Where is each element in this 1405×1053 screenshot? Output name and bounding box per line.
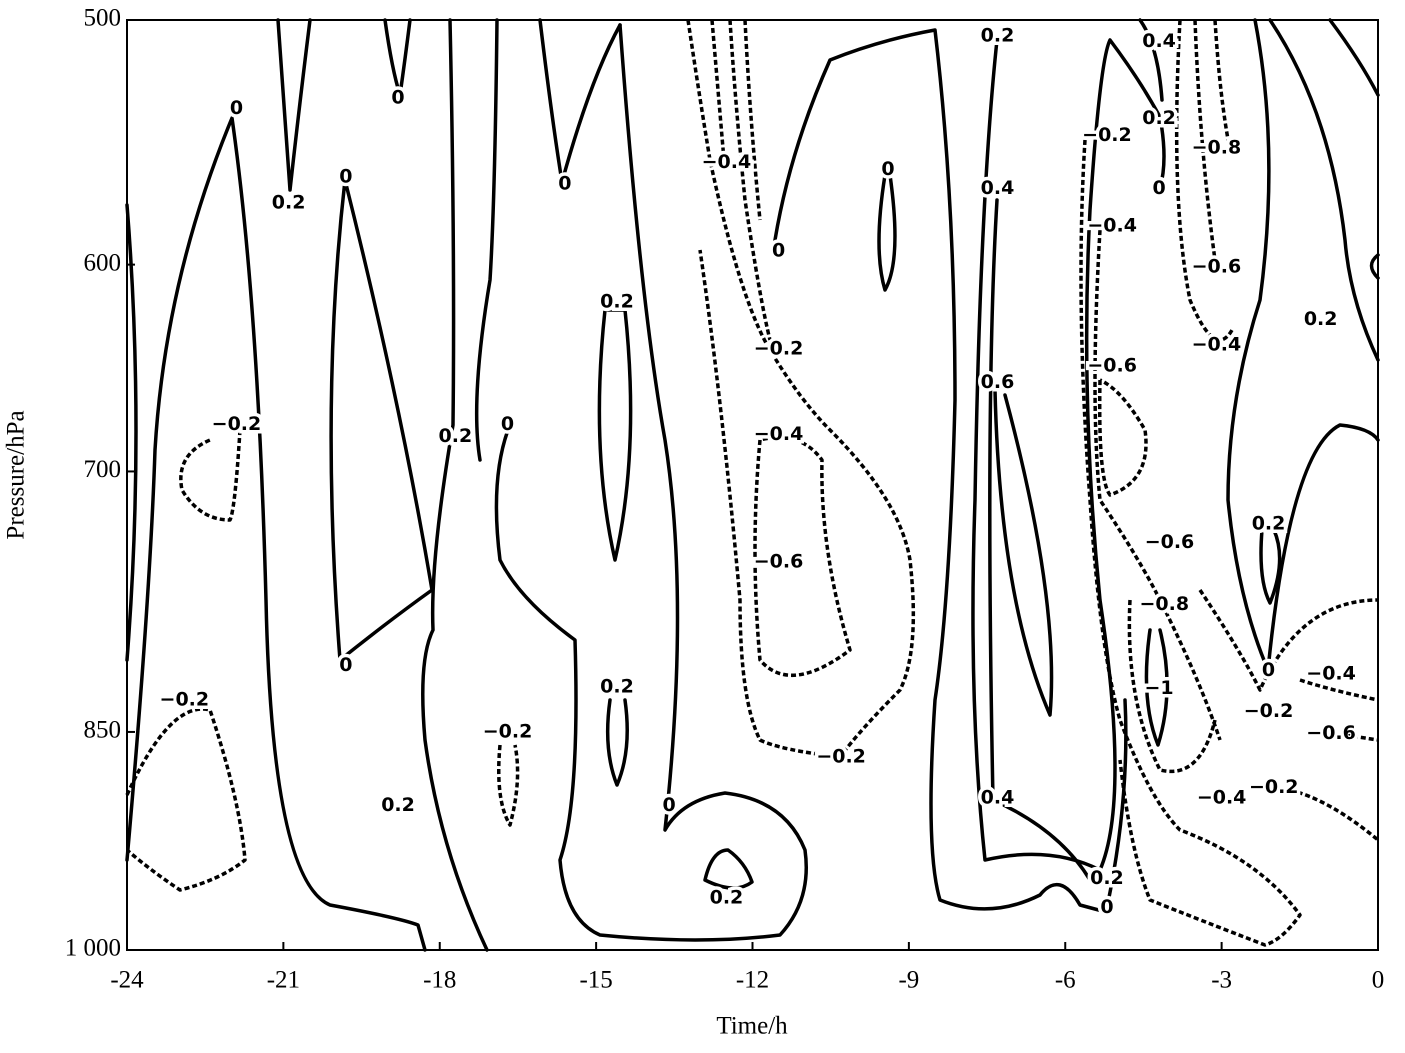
contour-label: 0 bbox=[339, 165, 352, 187]
contour-label: −0.4 bbox=[1087, 215, 1137, 237]
y-tick-label: 850 bbox=[84, 717, 122, 744]
contour-label: 0 bbox=[1100, 896, 1113, 918]
y-tick-label: 600 bbox=[84, 249, 122, 276]
contour-label: 0 bbox=[662, 794, 675, 816]
contour-labels: 0.2 0.4 0 0 0.2 −0.2 −0.8 −0.4 0 0 0 0 0.4 0.2 −0.4 0 −0… bbox=[156, 21, 1359, 922]
contour-label: −0.2 bbox=[1082, 124, 1132, 146]
contour-label: 0.2 bbox=[272, 191, 306, 213]
contour-label: −0.2 bbox=[754, 338, 804, 360]
contour-label: −0.6 bbox=[1145, 531, 1195, 553]
plot-frame bbox=[126, 19, 1379, 951]
contour-label: −1 bbox=[1145, 677, 1174, 699]
dashed-contours bbox=[125, 19, 1380, 947]
contour-label: −0.4 bbox=[702, 151, 752, 173]
contour-label: 0 bbox=[1152, 177, 1165, 199]
contour-label: 0 bbox=[772, 240, 785, 262]
x-tick-label: -12 bbox=[736, 967, 769, 994]
contour-label: 0 bbox=[1262, 659, 1275, 681]
contour-label: 0 bbox=[339, 654, 352, 676]
contour-label: −0.4 bbox=[1306, 662, 1356, 684]
contour-label: 0.4 bbox=[1142, 30, 1176, 52]
contour-label: 0.2 bbox=[981, 25, 1015, 47]
y-tick-label: 1 000 bbox=[65, 935, 121, 962]
x-tick-label: -3 bbox=[1211, 967, 1232, 994]
contour-label: 0 bbox=[391, 87, 404, 109]
contour-label: 0.2 bbox=[1304, 308, 1338, 330]
contour-label: −0.4 bbox=[1192, 333, 1242, 355]
contour-label: 0 bbox=[230, 97, 243, 119]
x-tick-label: 0 bbox=[1372, 967, 1385, 994]
x-axis-label: Time/h bbox=[716, 1013, 788, 1040]
contour-label: 0.2 bbox=[1090, 867, 1124, 889]
x-tick-label: -15 bbox=[579, 967, 612, 994]
contour-label: −0.2 bbox=[1249, 776, 1299, 798]
contour-label: 0.2 bbox=[1142, 107, 1176, 129]
contour-label: 0.2 bbox=[600, 676, 634, 698]
contour-label: 0.2 bbox=[600, 291, 634, 313]
contour-label: −0.6 bbox=[1306, 722, 1356, 744]
contour-label: −0.2 bbox=[160, 689, 210, 711]
x-tick-label: -21 bbox=[267, 967, 300, 994]
contour-label: −0.8 bbox=[1139, 593, 1189, 615]
y-tick-label: 500 bbox=[84, 5, 122, 32]
contour-label: 0.2 bbox=[439, 425, 473, 447]
y-tick-label: 700 bbox=[84, 456, 122, 483]
contour-label: −0.6 bbox=[1087, 354, 1137, 376]
contour-label: −0.2 bbox=[1244, 700, 1294, 722]
x-tick-label: -18 bbox=[423, 967, 456, 994]
solid-contours bbox=[125, 18, 1380, 952]
contour-label: 0.2 bbox=[710, 887, 744, 909]
contour-label: 0 bbox=[881, 158, 894, 180]
y-axis-label: Pressure/hPa bbox=[3, 410, 30, 539]
contour-label: −0.6 bbox=[754, 551, 804, 573]
contour-label: −0.6 bbox=[1192, 255, 1242, 277]
x-tick-label: -9 bbox=[898, 967, 919, 994]
contour-label: 0.2 bbox=[1252, 513, 1286, 535]
contour-label: 0.2 bbox=[381, 794, 415, 816]
x-tick-label: -6 bbox=[1055, 967, 1076, 994]
contour-label: 0 bbox=[501, 413, 514, 435]
x-tick-label: -24 bbox=[110, 967, 144, 994]
contour-label: 0.4 bbox=[981, 177, 1015, 199]
contour-label: −0.2 bbox=[816, 745, 866, 767]
contour-label: 0.4 bbox=[981, 787, 1015, 809]
contour-label: −0.2 bbox=[483, 720, 533, 742]
contour-label: −0.4 bbox=[754, 423, 804, 445]
contour-label: 0 bbox=[558, 172, 571, 194]
contour-label: −0.2 bbox=[212, 413, 262, 435]
contour-label: −0.4 bbox=[1197, 787, 1247, 809]
contour-label: −0.8 bbox=[1192, 136, 1242, 158]
contour-label: 0.6 bbox=[981, 371, 1015, 393]
